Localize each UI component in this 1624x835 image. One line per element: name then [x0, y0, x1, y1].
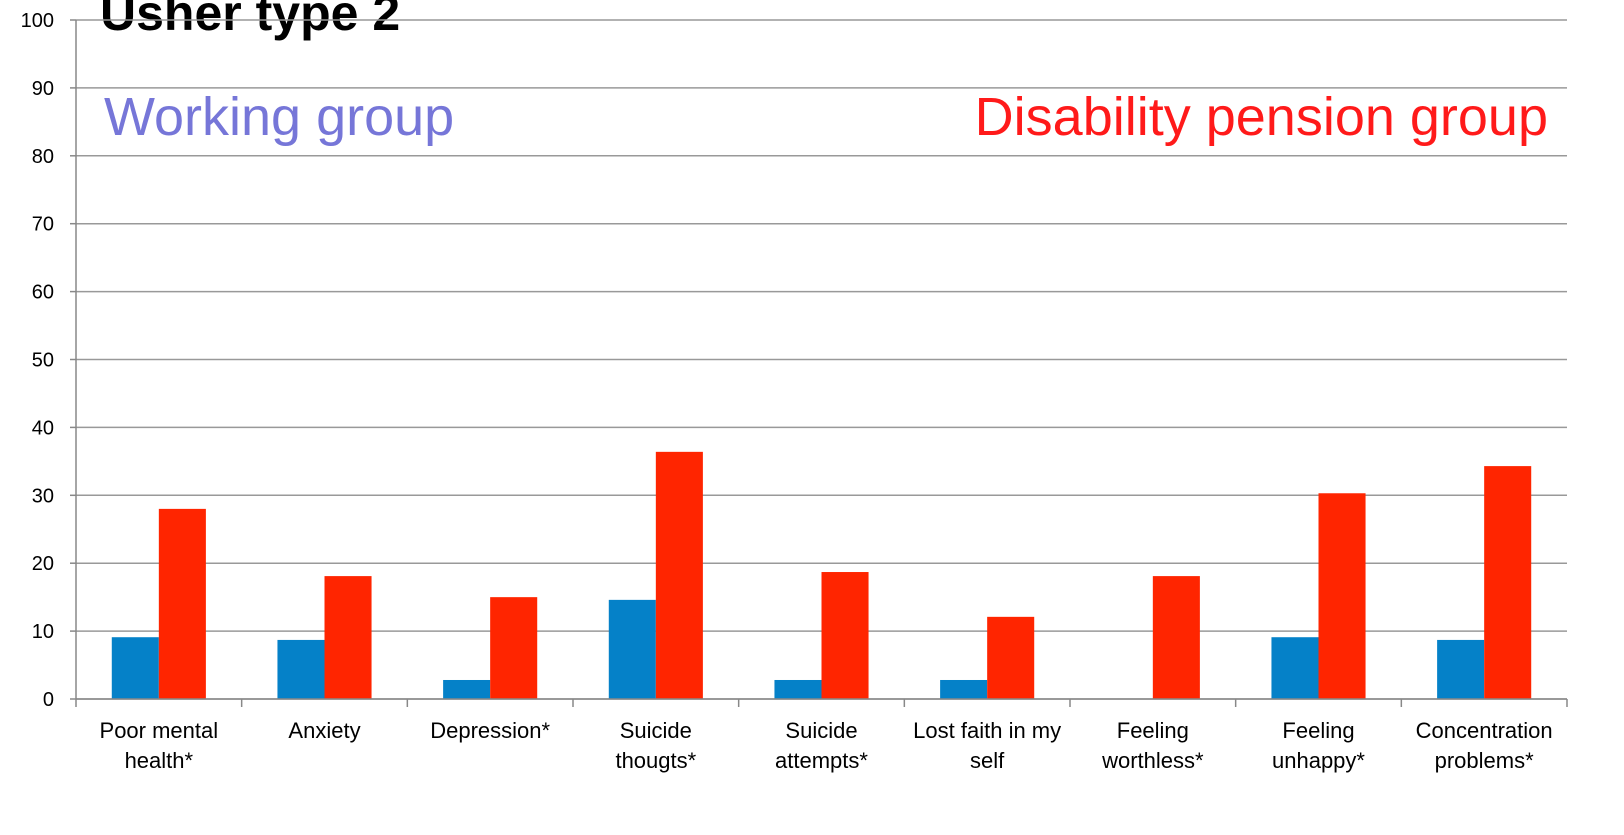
- y-tick-label: 50: [32, 350, 54, 372]
- bar: [1152, 576, 1200, 699]
- bar: [655, 451, 703, 699]
- y-tick-label: 0: [43, 689, 54, 711]
- y-tick-label: 20: [32, 553, 54, 575]
- x-tick-label: Poor mental health*: [99, 718, 219, 773]
- x-tick-label: Suicide thougts*: [615, 718, 697, 773]
- y-tick-label: 70: [32, 214, 54, 236]
- bar: [158, 508, 206, 699]
- bar: [277, 639, 325, 699]
- bar: [1437, 639, 1485, 699]
- y-tick-label: 30: [32, 485, 54, 507]
- y-tick-label: 40: [32, 417, 54, 439]
- bar: [111, 637, 159, 699]
- x-tick-label: Feeling unhappy*: [1272, 718, 1365, 773]
- y-tick-label: 100: [21, 10, 54, 32]
- y-tick-label: 90: [32, 78, 54, 100]
- bar: [324, 576, 372, 699]
- x-tick-label: Suicide attempts*: [775, 718, 868, 773]
- x-tick-label: Feeling worthless*: [1102, 718, 1204, 773]
- y-tick-label: 80: [32, 146, 54, 168]
- bar: [1271, 637, 1319, 699]
- bar: [774, 679, 822, 699]
- x-tick-label: Lost faith in my self: [913, 718, 1062, 773]
- x-tick-label: Anxiety: [288, 718, 361, 743]
- y-tick-label: 10: [32, 621, 54, 643]
- bar: [1484, 466, 1532, 699]
- x-tick-label: Depression*: [430, 718, 551, 743]
- annotation: Disability pension group: [975, 87, 1548, 147]
- bar: [608, 599, 656, 699]
- bar: [1318, 493, 1366, 699]
- bar: [821, 572, 869, 699]
- bar: [443, 679, 491, 699]
- bar: [987, 616, 1035, 699]
- x-tick-label: Concentration problems*: [1415, 718, 1553, 773]
- bar: [490, 597, 538, 699]
- y-tick-label: 60: [32, 282, 54, 304]
- annotation: Working group: [104, 87, 454, 147]
- bar: [940, 679, 988, 699]
